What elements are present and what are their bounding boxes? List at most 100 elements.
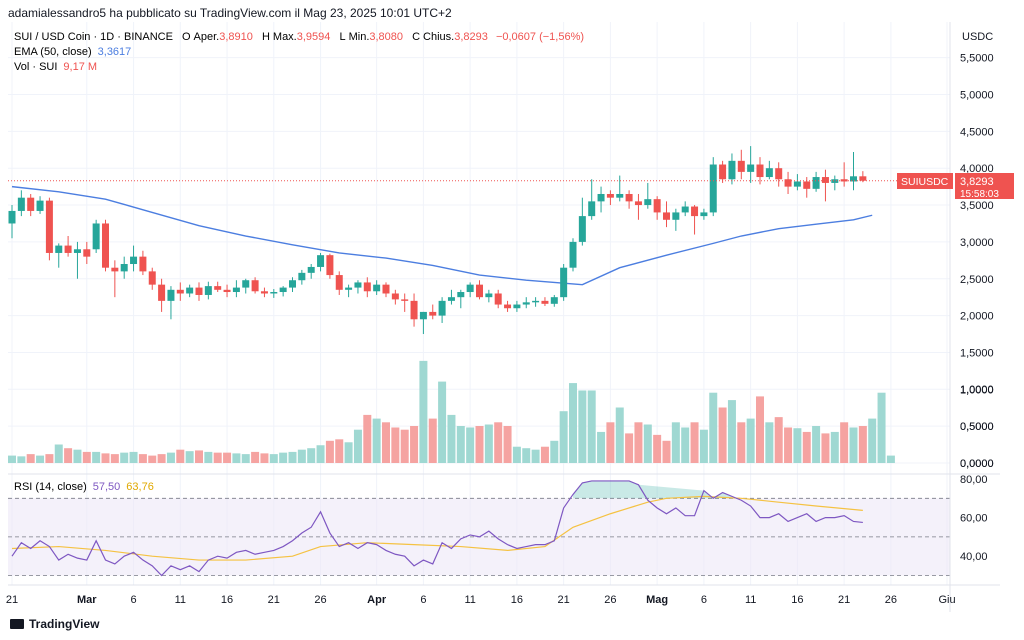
candle — [335, 271, 343, 295]
candle-body — [765, 168, 773, 178]
ema-50-line — [11, 185, 873, 286]
volume-bar — [466, 427, 475, 463]
time-tick-label: 11 — [175, 594, 186, 606]
candle — [373, 280, 381, 295]
volume-bar — [643, 424, 652, 463]
volume-bar — [307, 448, 316, 463]
volume-bar — [559, 411, 568, 463]
time-tick-label: 16 — [221, 594, 233, 606]
candle — [17, 190, 25, 217]
candle — [691, 205, 699, 235]
candle — [223, 284, 231, 298]
candle — [747, 146, 755, 183]
volume-bar — [634, 422, 643, 463]
volume-bar — [475, 426, 484, 463]
volume-bar — [690, 422, 699, 463]
volume-bar — [8, 455, 16, 463]
candle — [279, 286, 287, 297]
candle — [737, 149, 745, 180]
candle — [550, 294, 558, 307]
candle — [176, 282, 184, 301]
candle-body — [55, 245, 63, 253]
candle — [597, 186, 605, 213]
candle-body — [45, 200, 53, 253]
candle — [298, 269, 306, 285]
candle — [775, 162, 783, 187]
candle — [681, 201, 689, 217]
candle — [391, 289, 399, 305]
candle-body — [541, 300, 549, 304]
volume-bar — [195, 450, 203, 463]
time-tick-label: Mar — [77, 594, 97, 606]
time-tick-label: 16 — [791, 594, 803, 606]
volume-bar — [213, 452, 222, 463]
time-tick-label: 26 — [314, 594, 326, 606]
volume-bar — [886, 455, 895, 463]
candle-body — [840, 179, 848, 182]
volume-bar — [120, 452, 129, 463]
volume-bar — [671, 422, 680, 463]
volume-bar — [279, 452, 288, 463]
volume-bar — [157, 454, 166, 463]
volume-bar — [699, 429, 708, 463]
rsi-label: RSI (14, close) — [14, 481, 87, 493]
volume-bar — [148, 455, 157, 463]
candle — [588, 179, 596, 220]
volume-bar — [166, 452, 175, 463]
candle-body — [83, 249, 91, 257]
price-tag-value: 3,8293 — [960, 176, 994, 188]
tradingview-logo[interactable]: TradingView — [10, 617, 99, 631]
volume-bar — [325, 440, 334, 463]
candle-body — [859, 176, 867, 181]
candle — [672, 208, 680, 231]
price-tick-label: 0,5000 — [960, 421, 994, 433]
candle-body — [775, 168, 783, 180]
rsi-lines — [11, 480, 863, 577]
candle — [354, 280, 362, 294]
volume-bar — [410, 426, 419, 463]
candle — [55, 243, 63, 268]
price-tick-label: 1,0000 — [960, 384, 994, 396]
candle-body — [429, 311, 437, 316]
candle-body — [560, 267, 568, 298]
candle — [242, 278, 250, 294]
candle — [363, 277, 371, 298]
volume-bar — [260, 453, 269, 463]
candle-body — [391, 293, 399, 300]
candle-body — [550, 297, 558, 304]
candle — [419, 311, 427, 335]
candle-body — [120, 264, 128, 272]
candle — [92, 219, 100, 253]
candle-body — [485, 293, 493, 298]
ema-line — [11, 185, 873, 286]
volume-bar — [802, 431, 811, 463]
candle-body — [102, 223, 109, 268]
candle-body — [345, 287, 353, 290]
price-tick-label: 5,0000 — [960, 90, 994, 102]
volume-bar — [709, 392, 718, 463]
volume-bar — [512, 446, 521, 463]
candle-body — [167, 289, 175, 301]
candle-body — [793, 181, 801, 187]
volume-bar — [36, 455, 45, 463]
price-tag: SUIUSDC 3,8293 15:58:03 — [897, 173, 1014, 200]
volume-bar — [438, 381, 447, 463]
candle — [709, 157, 717, 217]
volume-bar — [569, 383, 577, 463]
volume-bar — [92, 451, 101, 463]
volume-bar — [269, 454, 278, 463]
volume-bar — [288, 451, 297, 463]
volume-bar — [830, 431, 839, 463]
volume-bar — [615, 407, 624, 463]
price-tick-label: 2,0000 — [960, 311, 994, 323]
volume-bar — [606, 422, 615, 463]
candle-body — [260, 291, 268, 294]
symbol-label: SUI / USD Coin · 1D · BINANCE — [14, 31, 173, 43]
volume-bar — [456, 426, 465, 463]
rsi-line — [11, 480, 863, 577]
volume-bar — [232, 453, 241, 463]
candle — [148, 267, 156, 290]
rsi-ma-line — [11, 495, 863, 561]
candle-body — [410, 300, 418, 320]
